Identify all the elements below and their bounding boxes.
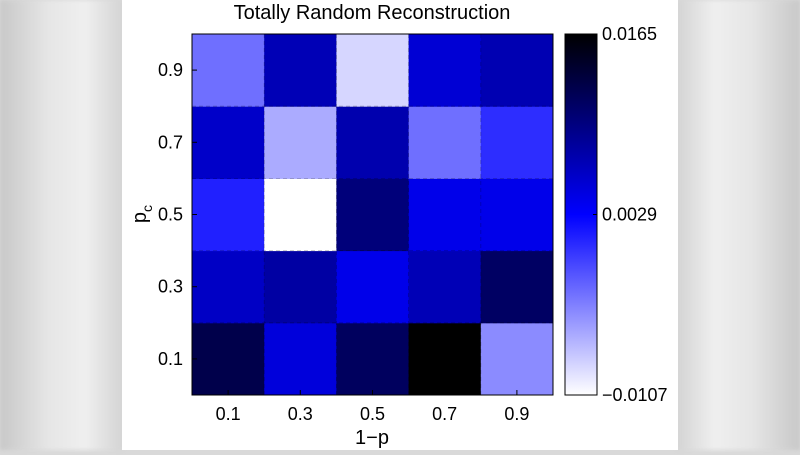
heatmap-cell [480, 106, 554, 179]
y-axis-label-subscript: c [139, 205, 155, 212]
heatmap-cell [408, 178, 482, 252]
heatmap-chart: Totally Random Reconstruction 0.1 0.3 0.5 0… [129, 2, 668, 449]
y-tick-label: 0.5 [158, 205, 183, 225]
x-tick-label: 0.1 [216, 404, 241, 424]
video-margin-left [0, 0, 122, 450]
heatmap-cell [192, 322, 265, 396]
heatmap-cell [192, 106, 265, 179]
chart-title: Totally Random Reconstruction [234, 2, 511, 24]
heatmap-cell [408, 34, 482, 107]
colorbar-tick-label: 0.0029 [602, 205, 657, 225]
heatmap-cell [336, 106, 410, 179]
heatmap-cell [192, 34, 265, 107]
x-tick-label: 0.7 [432, 404, 457, 424]
y-tick-label: 0.9 [158, 60, 183, 80]
colorbar [564, 33, 598, 396]
heatmap-cell [264, 178, 337, 252]
heatmap-cell [264, 250, 337, 324]
heatmap-cell [408, 322, 482, 396]
colorbar-tick-label: 0.0165 [602, 24, 657, 44]
y-tick-label: 0.1 [158, 349, 183, 369]
heatmap-cell [336, 250, 410, 324]
heatmap-cell [192, 178, 265, 252]
heatmap-cell [264, 34, 337, 107]
y-tick-label: 0.3 [158, 277, 183, 297]
heatmap-cell [408, 250, 482, 324]
heatmap-cell [480, 250, 554, 324]
x-axis-label: 1−p [355, 427, 389, 449]
heatmap-cell [192, 250, 265, 324]
colorbar-tick-label: −0.0107 [602, 385, 668, 405]
x-tick-label: 0.3 [288, 404, 313, 424]
figure-panel: Totally Random Reconstruction 0.1 0.3 0.5 0… [122, 0, 678, 450]
heatmap-cell [264, 322, 337, 396]
heatmap-cell [480, 34, 554, 107]
y-tick-label: 0.7 [158, 132, 183, 152]
video-margin-right [678, 0, 800, 450]
heatmap-cell [336, 178, 410, 252]
heatmap-cell [264, 106, 337, 179]
svg-text:pc: pc [129, 205, 155, 223]
heatmap-cell [408, 106, 482, 179]
y-axis-label: pc [129, 205, 155, 223]
y-axis-label-main: p [129, 212, 151, 223]
heatmap-cell [480, 322, 554, 396]
heatmap-cell [336, 34, 410, 107]
x-tick-label: 0.5 [360, 404, 385, 424]
heatmap-cell [480, 178, 554, 252]
heatmap-cell [336, 322, 410, 396]
x-tick-label: 0.9 [504, 404, 529, 424]
